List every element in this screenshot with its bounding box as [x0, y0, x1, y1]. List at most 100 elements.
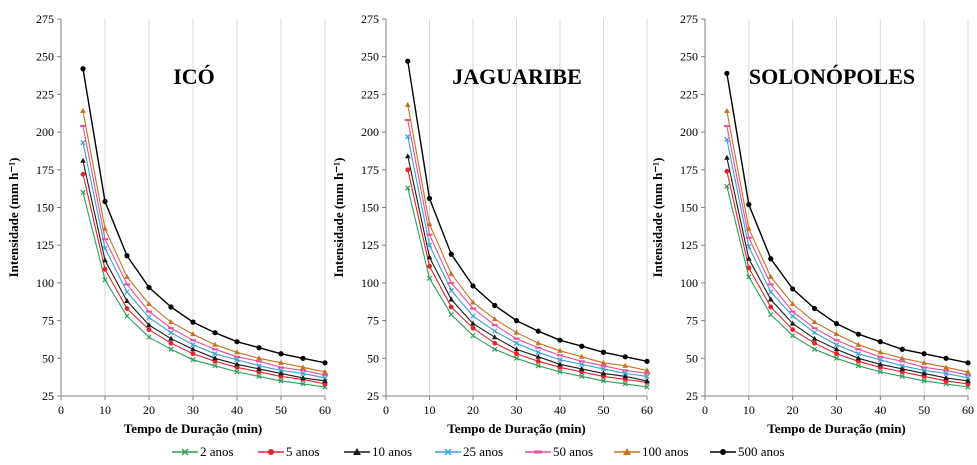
data-point	[833, 355, 840, 361]
series-100-anos	[80, 107, 328, 374]
data-point	[746, 265, 752, 271]
data-point	[256, 345, 262, 351]
data-point	[535, 358, 541, 364]
series-line	[726, 110, 969, 373]
series-line	[407, 61, 648, 362]
data-point	[644, 377, 650, 383]
series-line	[82, 110, 326, 373]
data-point	[811, 335, 818, 341]
data-point	[557, 357, 563, 363]
data-point	[811, 305, 818, 312]
data-point	[212, 355, 218, 361]
data-point	[811, 330, 818, 336]
y-axis-label: Intensidade (mm h⁻¹)	[331, 158, 346, 278]
x-tick-label: 50	[918, 403, 930, 417]
data-point	[943, 370, 949, 377]
y-tick-label: 150	[680, 201, 698, 215]
x-tick-label: 50	[598, 403, 610, 417]
data-point	[470, 325, 476, 331]
data-point	[724, 107, 730, 113]
data-point	[767, 273, 774, 279]
data-point	[877, 369, 883, 375]
chart-ic: 25 50 75 100 125 150 175 200 225 250 275 0 10 20 30 40 5…	[6, 12, 331, 436]
data-point	[899, 365, 906, 371]
legend-label-50-anos: 50 anos	[553, 444, 594, 459]
data-point	[212, 341, 218, 347]
data-point	[102, 277, 108, 283]
data-point	[492, 346, 498, 352]
y-tick-label: 250	[36, 50, 54, 64]
y-tick-label: 200	[36, 125, 54, 139]
data-point	[448, 304, 454, 310]
y-tick-label: 25	[686, 389, 698, 403]
y-tick-label: 200	[361, 125, 379, 139]
data-point	[124, 313, 130, 319]
data-point	[256, 365, 262, 371]
series-10-anos	[404, 153, 650, 383]
chart-jaguaribe: 25 50 75 100 125 150 175 200 225 250 275 0 10 20 30 40 5…	[331, 12, 653, 436]
x-tick-label: 30	[187, 403, 199, 417]
data-point	[513, 346, 520, 352]
data-point	[557, 369, 563, 375]
data-point	[190, 346, 196, 352]
y-tick-label: 25	[42, 389, 54, 403]
data-point	[278, 367, 284, 373]
data-point	[146, 322, 152, 328]
series-500-anos	[80, 66, 328, 366]
data-point	[943, 355, 949, 361]
series-2-anos	[80, 189, 328, 390]
data-point	[600, 359, 607, 365]
data-point	[168, 346, 174, 352]
data-point	[855, 363, 862, 369]
legend-swatch-10-anos	[344, 448, 370, 455]
legend-swatch-2-anos	[172, 448, 198, 456]
legend-swatch-500-anos	[710, 449, 736, 455]
data-point	[448, 251, 454, 257]
data-point	[579, 343, 585, 349]
series-line	[82, 142, 326, 379]
data-point	[855, 355, 862, 361]
y-tick-label: 75	[42, 314, 54, 328]
series-line	[407, 119, 648, 374]
series-10-anos	[80, 157, 328, 383]
x-tick-label: 10	[743, 403, 755, 417]
data-point	[300, 364, 306, 370]
data-point	[124, 289, 130, 295]
data-point	[877, 357, 883, 363]
legend-swatch-5-anos	[258, 449, 284, 455]
y-tick-label: 225	[680, 87, 698, 101]
data-point	[146, 334, 152, 340]
series-line	[726, 157, 969, 382]
data-point	[644, 384, 650, 390]
data-point	[855, 331, 862, 337]
data-point	[535, 353, 542, 359]
series-line	[82, 160, 326, 382]
data-point	[426, 195, 433, 202]
data-point	[513, 355, 520, 361]
data-point	[168, 335, 174, 341]
data-point	[965, 368, 971, 374]
series-10-anos	[724, 154, 971, 383]
y-tick-label: 100	[361, 276, 379, 290]
data-point	[578, 365, 585, 371]
data-point	[811, 319, 818, 325]
series-line	[407, 169, 648, 383]
data-point	[278, 359, 284, 365]
x-tick-label: 50	[275, 403, 287, 417]
data-point	[921, 367, 927, 373]
data-point	[278, 351, 284, 357]
data-point	[899, 346, 905, 352]
data-point	[965, 377, 971, 383]
data-point	[600, 349, 607, 355]
x-tick-label: 60	[641, 403, 653, 417]
series-2-anos	[724, 183, 971, 390]
data-point	[234, 339, 240, 345]
data-point	[405, 58, 411, 64]
data-point	[513, 340, 520, 346]
data-point	[535, 340, 542, 346]
data-point	[427, 263, 432, 269]
data-point	[124, 253, 130, 259]
data-point	[899, 363, 905, 369]
data-point	[579, 373, 585, 380]
